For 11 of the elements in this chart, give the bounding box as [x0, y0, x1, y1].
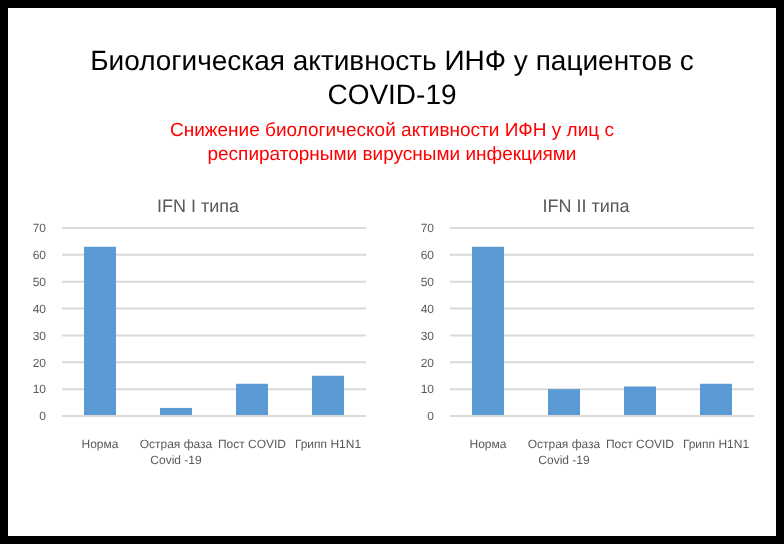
bar [548, 389, 580, 416]
text: Снижение биологической активности ИФН у лиц с респираторными вирусными инфекциями [168, 118, 616, 168]
bar [236, 383, 268, 416]
bar [700, 383, 732, 416]
chart-title: IFN II типа [540, 196, 632, 220]
bar [624, 386, 656, 416]
bar [472, 246, 504, 416]
bar [84, 246, 116, 416]
chart-title: IFN I типа [154, 196, 242, 220]
text: Биологическая активность ИНФ у пациентов с COVID-19 [88, 44, 696, 112]
bar [312, 375, 344, 416]
